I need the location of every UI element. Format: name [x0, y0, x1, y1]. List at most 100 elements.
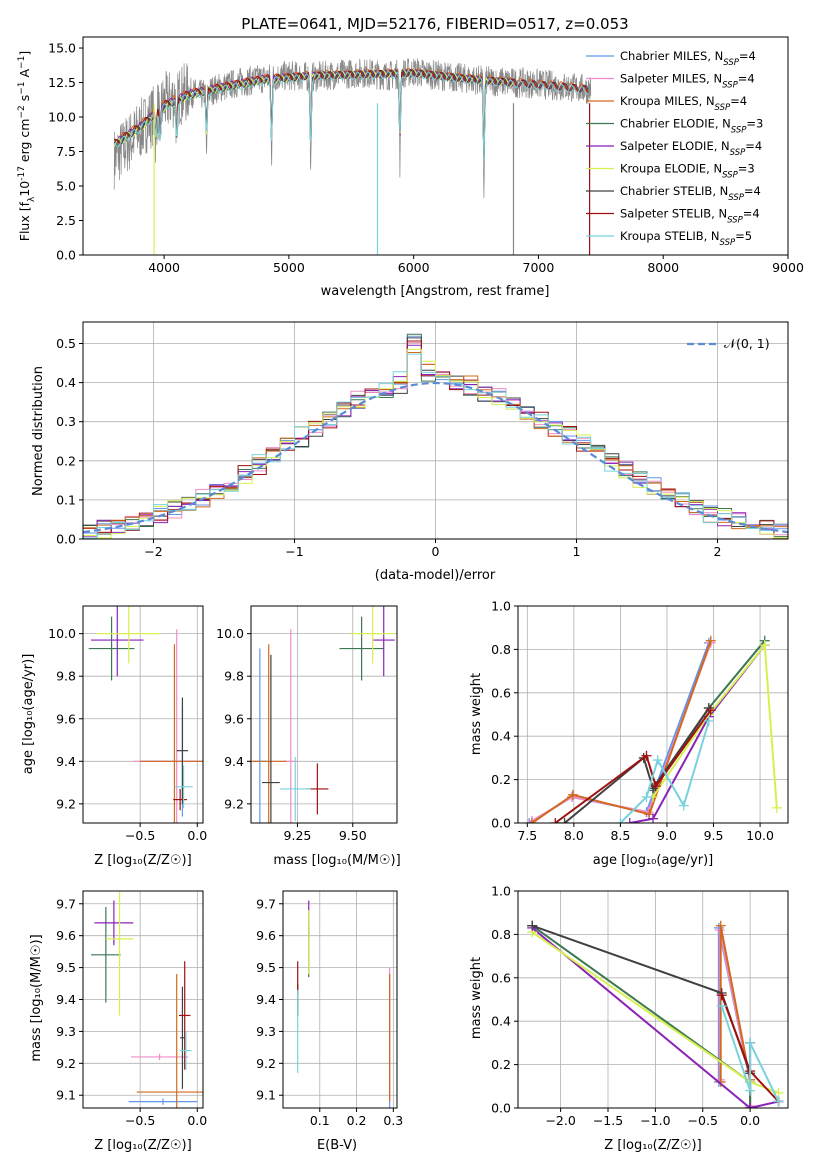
residuals-panel: −2 −1 0 1 2 0.0 0.1 0.2 0.3 0.4 0.5 (data-model)/…	[31, 321, 789, 583]
x-tick-label: 7000	[523, 260, 555, 275]
y-tick-label: 0.0	[491, 1101, 511, 1116]
mass-vs-extinction-x-label: E(B-V)	[317, 1138, 357, 1153]
y-tick-label: 0.2	[491, 1057, 511, 1072]
error-bar-point	[176, 697, 189, 804]
mass-weight-marker	[759, 640, 770, 651]
y-tick-label: 9.6	[256, 928, 276, 943]
mass-weight-marker	[771, 802, 782, 813]
error-bar-point	[105, 891, 134, 1016]
age-vs-metallicity-frame	[82, 605, 204, 824]
error-bar-point	[88, 616, 135, 681]
x-tick-label: 4000	[148, 260, 180, 275]
error-bar-point	[279, 757, 311, 821]
mass-weight-marker	[745, 1103, 756, 1108]
x-tick-label: 0	[432, 544, 440, 559]
weight-vs-metallicity-y-label: mass weight	[469, 957, 484, 1039]
mass-weight-marker	[527, 920, 538, 931]
x-tick-label: 8.5	[610, 828, 630, 843]
x-tick-label: 1	[573, 544, 581, 559]
spectrum-y-ticks: 0.0 2.5 5.0 7.5 10.0 12.5 15.0	[48, 41, 83, 263]
legend-entry: Salpeter STELIB, NSSP=4	[620, 207, 760, 226]
y-tick-label: 0.6	[491, 970, 511, 985]
y-tick-label: 1.0	[491, 884, 511, 899]
spectrum-panel: 4000 5000 6000 7000 8000 9000 0.0 2.5 5.0 7.5 10.…	[17, 36, 804, 299]
spectrum-x-label: wavelength [Angstrom, rest frame]	[321, 284, 550, 299]
x-tick-label: 0.0	[187, 828, 207, 843]
model-spectrum-line	[113, 68, 514, 154]
mass-weight-marker	[745, 1037, 756, 1048]
y-tick-label: 9.1	[256, 1088, 276, 1103]
weight-vs-metallicity-panel: −2.0 −1.5 −1.0 −0.5 0.0 0.0 0.2 0.4 0.6 0.8 1.0 Z…	[469, 884, 789, 1153]
error-bar-point	[174, 765, 193, 809]
error-bar-point	[251, 644, 287, 823]
weight-vs-metallicity-frame	[517, 890, 789, 1109]
y-tick-label: 0.4	[491, 729, 511, 744]
mass-weight-marker	[641, 791, 652, 802]
y-tick-label: 0.4	[491, 1014, 511, 1029]
mass-weight-marker	[715, 920, 726, 931]
mass-vs-metallicity-panel: −0.5 0.0 9.1 9.2 9.3 9.4 9.5 9.6 9.7 Z [log₁₀(Z…	[29, 890, 207, 1153]
mass-weight-marker	[650, 781, 661, 792]
x-tick-label: −1.0	[640, 1113, 670, 1128]
y-tick-label: 9.3	[256, 1024, 276, 1039]
y-tick-label: 0.8	[491, 642, 511, 657]
y-tick-label: 0.4	[56, 375, 76, 390]
mass-weight-marker	[705, 635, 716, 646]
weight-vs-age-y-label: mass weight	[469, 673, 484, 755]
mass-weight-marker	[624, 818, 635, 823]
mass-weight-marker	[643, 807, 654, 818]
y-tick-label: 9.7	[56, 896, 76, 911]
error-bar-point	[372, 606, 395, 677]
mass-weight-marker	[773, 1096, 784, 1107]
mass-weight-marker	[524, 818, 535, 823]
x-tick-label: 8.0	[564, 828, 584, 843]
mass-weight-marker	[716, 1001, 727, 1012]
x-tick-label: 9000	[772, 260, 804, 275]
residuals-x-label: (data-model)/error	[375, 568, 496, 583]
error-bar-point	[94, 900, 134, 946]
x-tick-label: 2	[714, 544, 722, 559]
residuals-legend: 𝒩(0, 1)	[687, 336, 770, 351]
spectrum-frame	[82, 36, 789, 256]
error-bar-point	[91, 606, 144, 677]
legend-entry: Chabrier MILES, NSSP=4	[620, 49, 756, 68]
y-tick-label: 0.3	[56, 414, 76, 429]
legend-entry: Kroupa MILES, NSSP=4	[620, 94, 747, 113]
y-tick-label: 9.2	[56, 1056, 76, 1071]
x-tick-label: 5000	[273, 260, 305, 275]
y-tick-label: 0.8	[491, 927, 511, 942]
weight-vs-age-x-label: age [log₁₀(age/yr)]	[593, 853, 714, 868]
mass-weight-marker	[526, 818, 537, 823]
x-tick-label: −0.5	[688, 1113, 718, 1128]
y-tick-label: 10.0	[48, 626, 76, 641]
age-vs-metallicity-panel: −0.5 0.0 9.2 9.4 9.6 9.8 10.0 Z [log₁₀(Z/Z☉)]…	[21, 605, 207, 868]
mass-weight-marker	[705, 705, 716, 716]
mass-vs-metallicity-y-label: mass [log₁₀(M/M☉)]	[29, 934, 44, 1061]
spectrum-legend: Chabrier MILES, NSSP=4 Salpeter MILES, NS…	[586, 49, 763, 248]
x-tick-label: −1	[285, 544, 303, 559]
y-tick-label: 9.8	[56, 669, 76, 684]
y-tick-label: 0.2	[56, 453, 76, 468]
mass-weight-marker	[652, 755, 663, 766]
mass-weight-line	[652, 642, 778, 808]
x-tick-label: 9.5	[704, 828, 724, 843]
y-tick-label: 9.1	[56, 1088, 76, 1103]
y-tick-label: 9.7	[256, 896, 276, 911]
error-bar-point	[180, 1031, 192, 1070]
mass-vs-extinction-panel: 0.1 0.2 0.3 9.1 9.2 9.3 9.4 9.5 9.6 9.7 E(B-V)	[256, 890, 403, 1153]
y-tick-label: 9.5	[256, 960, 276, 975]
mass-weight-marker	[559, 818, 570, 823]
mass-weight-line	[720, 1005, 780, 1102]
mass-weight-line	[563, 707, 710, 823]
legend-entry: Chabrier STELIB, NSSP=4	[620, 184, 761, 203]
spectrum-y-label: Flux [fλ10-17 erg cm−2 s−1 A−1]	[17, 51, 37, 241]
mass-weight-line	[554, 709, 712, 823]
y-tick-label: 0.5	[56, 336, 76, 351]
x-tick-label: 0.0	[740, 1113, 760, 1128]
spectrum-x-ticks: 4000 5000 6000 7000 8000 9000	[148, 255, 804, 275]
error-bar-point	[180, 986, 185, 1089]
x-tick-label: −0.5	[125, 828, 155, 843]
x-tick-label: 8000	[647, 260, 679, 275]
y-tick-label: 0.0	[491, 816, 511, 831]
error-bar-point	[262, 654, 280, 823]
